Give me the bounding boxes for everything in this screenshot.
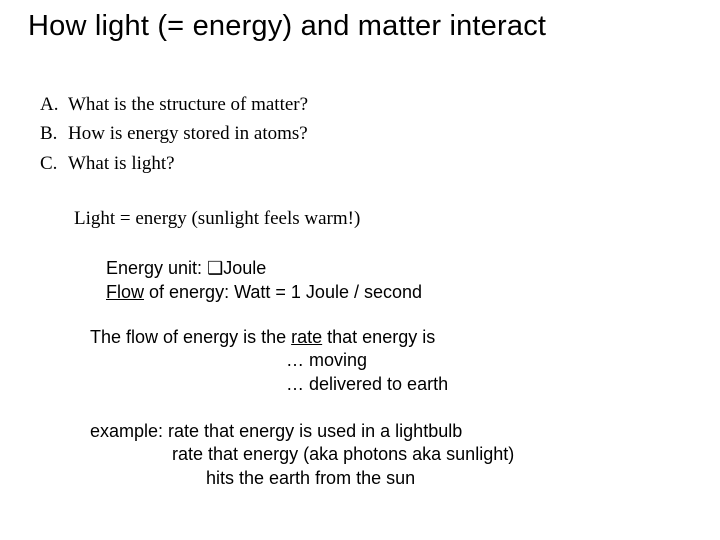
slide: How light (= energy) and matter interact… — [0, 0, 720, 540]
list-item: C.What is light? — [40, 149, 308, 178]
energy-line-2: Flow of energy: Watt = 1 Joule / second — [106, 280, 422, 304]
page-title: How light (= energy) and matter interact — [28, 10, 546, 43]
example-block: example: rate that energy is used in a l… — [90, 420, 514, 490]
subheading: Light = energy (sunlight feels warm!) — [74, 208, 360, 230]
example-line-2: rate that energy (aka photons aka sunlig… — [90, 443, 514, 466]
list-letter: C. — [40, 149, 68, 178]
list-item: A.What is the structure of matter? — [40, 90, 308, 119]
list-text: What is the structure of matter? — [68, 94, 308, 115]
list-letter: A. — [40, 90, 68, 119]
flow-line-1: The flow of energy is the rate that ener… — [90, 326, 448, 349]
list-text: What is light? — [68, 153, 175, 174]
flow-line-2: … moving — [90, 349, 448, 372]
underlined-word: Flow — [106, 282, 144, 302]
body-text: The flow of energy is the — [90, 327, 291, 347]
value-text: Joule — [223, 258, 266, 278]
bullet-icon: ❑ — [207, 258, 223, 278]
list-item: B.How is energy stored in atoms? — [40, 119, 308, 148]
underlined-word: rate — [291, 327, 322, 347]
label-text: Energy unit: — [106, 258, 207, 278]
example-line-1: example: rate that energy is used in a l… — [90, 420, 514, 443]
example-line-3: hits the earth from the sun — [90, 467, 514, 490]
flow-line-3: … delivered to earth — [90, 373, 448, 396]
value-text: of energy: Watt = 1 Joule / second — [144, 282, 422, 302]
flow-block: The flow of energy is the rate that ener… — [90, 326, 448, 396]
outline-list: A.What is the structure of matter? B.How… — [40, 90, 308, 178]
energy-line-1: Energy unit: ❑Joule — [106, 256, 422, 280]
energy-unit-block: Energy unit: ❑Joule Flow of energy: Watt… — [106, 256, 422, 305]
list-letter: B. — [40, 119, 68, 148]
list-text: How is energy stored in atoms? — [68, 123, 308, 144]
body-text: that energy is — [322, 327, 435, 347]
